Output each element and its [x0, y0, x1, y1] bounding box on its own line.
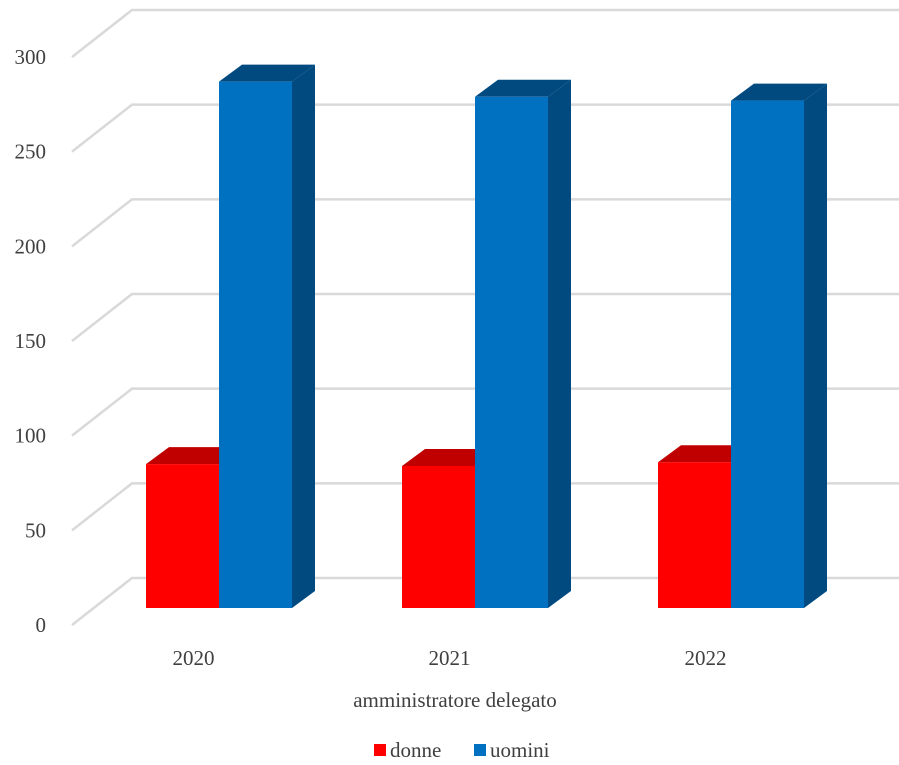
x-axis-title: amministratore delegato — [353, 688, 557, 712]
x-axis-ticks: 2020 2021 2022 — [172, 646, 726, 670]
gridlines — [71, 8, 899, 626]
legend-item-donne: donne — [374, 738, 441, 762]
bar-top — [219, 64, 315, 82]
bar-top — [658, 445, 754, 463]
legend-label: donne — [390, 738, 441, 762]
gridline — [71, 387, 899, 437]
y-tick-label: 250 — [15, 140, 47, 164]
bar-front — [219, 81, 292, 609]
bar-uomini-2021 — [475, 79, 571, 609]
legend-swatch — [474, 744, 486, 756]
bar-uomini-2020 — [219, 64, 315, 609]
y-tick-label: 50 — [25, 518, 46, 542]
y-tick-label: 0 — [36, 613, 47, 637]
bar-side — [548, 79, 571, 609]
bar-uomini-2022 — [731, 83, 827, 608]
x-tick-label: 2022 — [684, 646, 726, 670]
gridline — [71, 576, 899, 626]
legend: donne uomini — [374, 738, 550, 762]
gridline — [71, 482, 899, 532]
bar-top — [475, 79, 571, 97]
bar-front — [658, 462, 731, 608]
bar-front — [146, 464, 219, 608]
legend-item-uomini: uomini — [474, 738, 550, 762]
bar-front — [475, 96, 548, 609]
legend-label: uomini — [490, 738, 550, 762]
y-tick-label: 100 — [15, 424, 47, 448]
bar-top — [146, 447, 242, 465]
gridline — [71, 198, 899, 248]
bar-front — [402, 466, 475, 608]
bar-side — [292, 64, 315, 609]
bar-top — [402, 449, 498, 466]
bar-top — [731, 83, 827, 101]
gridline — [71, 292, 899, 342]
y-axis-ticks: 0 50 100 150 200 250 300 — [15, 45, 47, 637]
x-tick-label: 2021 — [428, 646, 470, 670]
y-tick-label: 150 — [15, 329, 47, 353]
bars — [146, 64, 827, 609]
x-tick-label: 2020 — [172, 646, 214, 670]
gridline — [71, 8, 899, 58]
y-tick-label: 300 — [15, 45, 47, 69]
bar-front — [731, 100, 804, 608]
gridline — [71, 103, 899, 153]
legend-swatch — [374, 744, 386, 756]
bar-side — [804, 83, 827, 608]
y-tick-label: 200 — [15, 234, 47, 258]
